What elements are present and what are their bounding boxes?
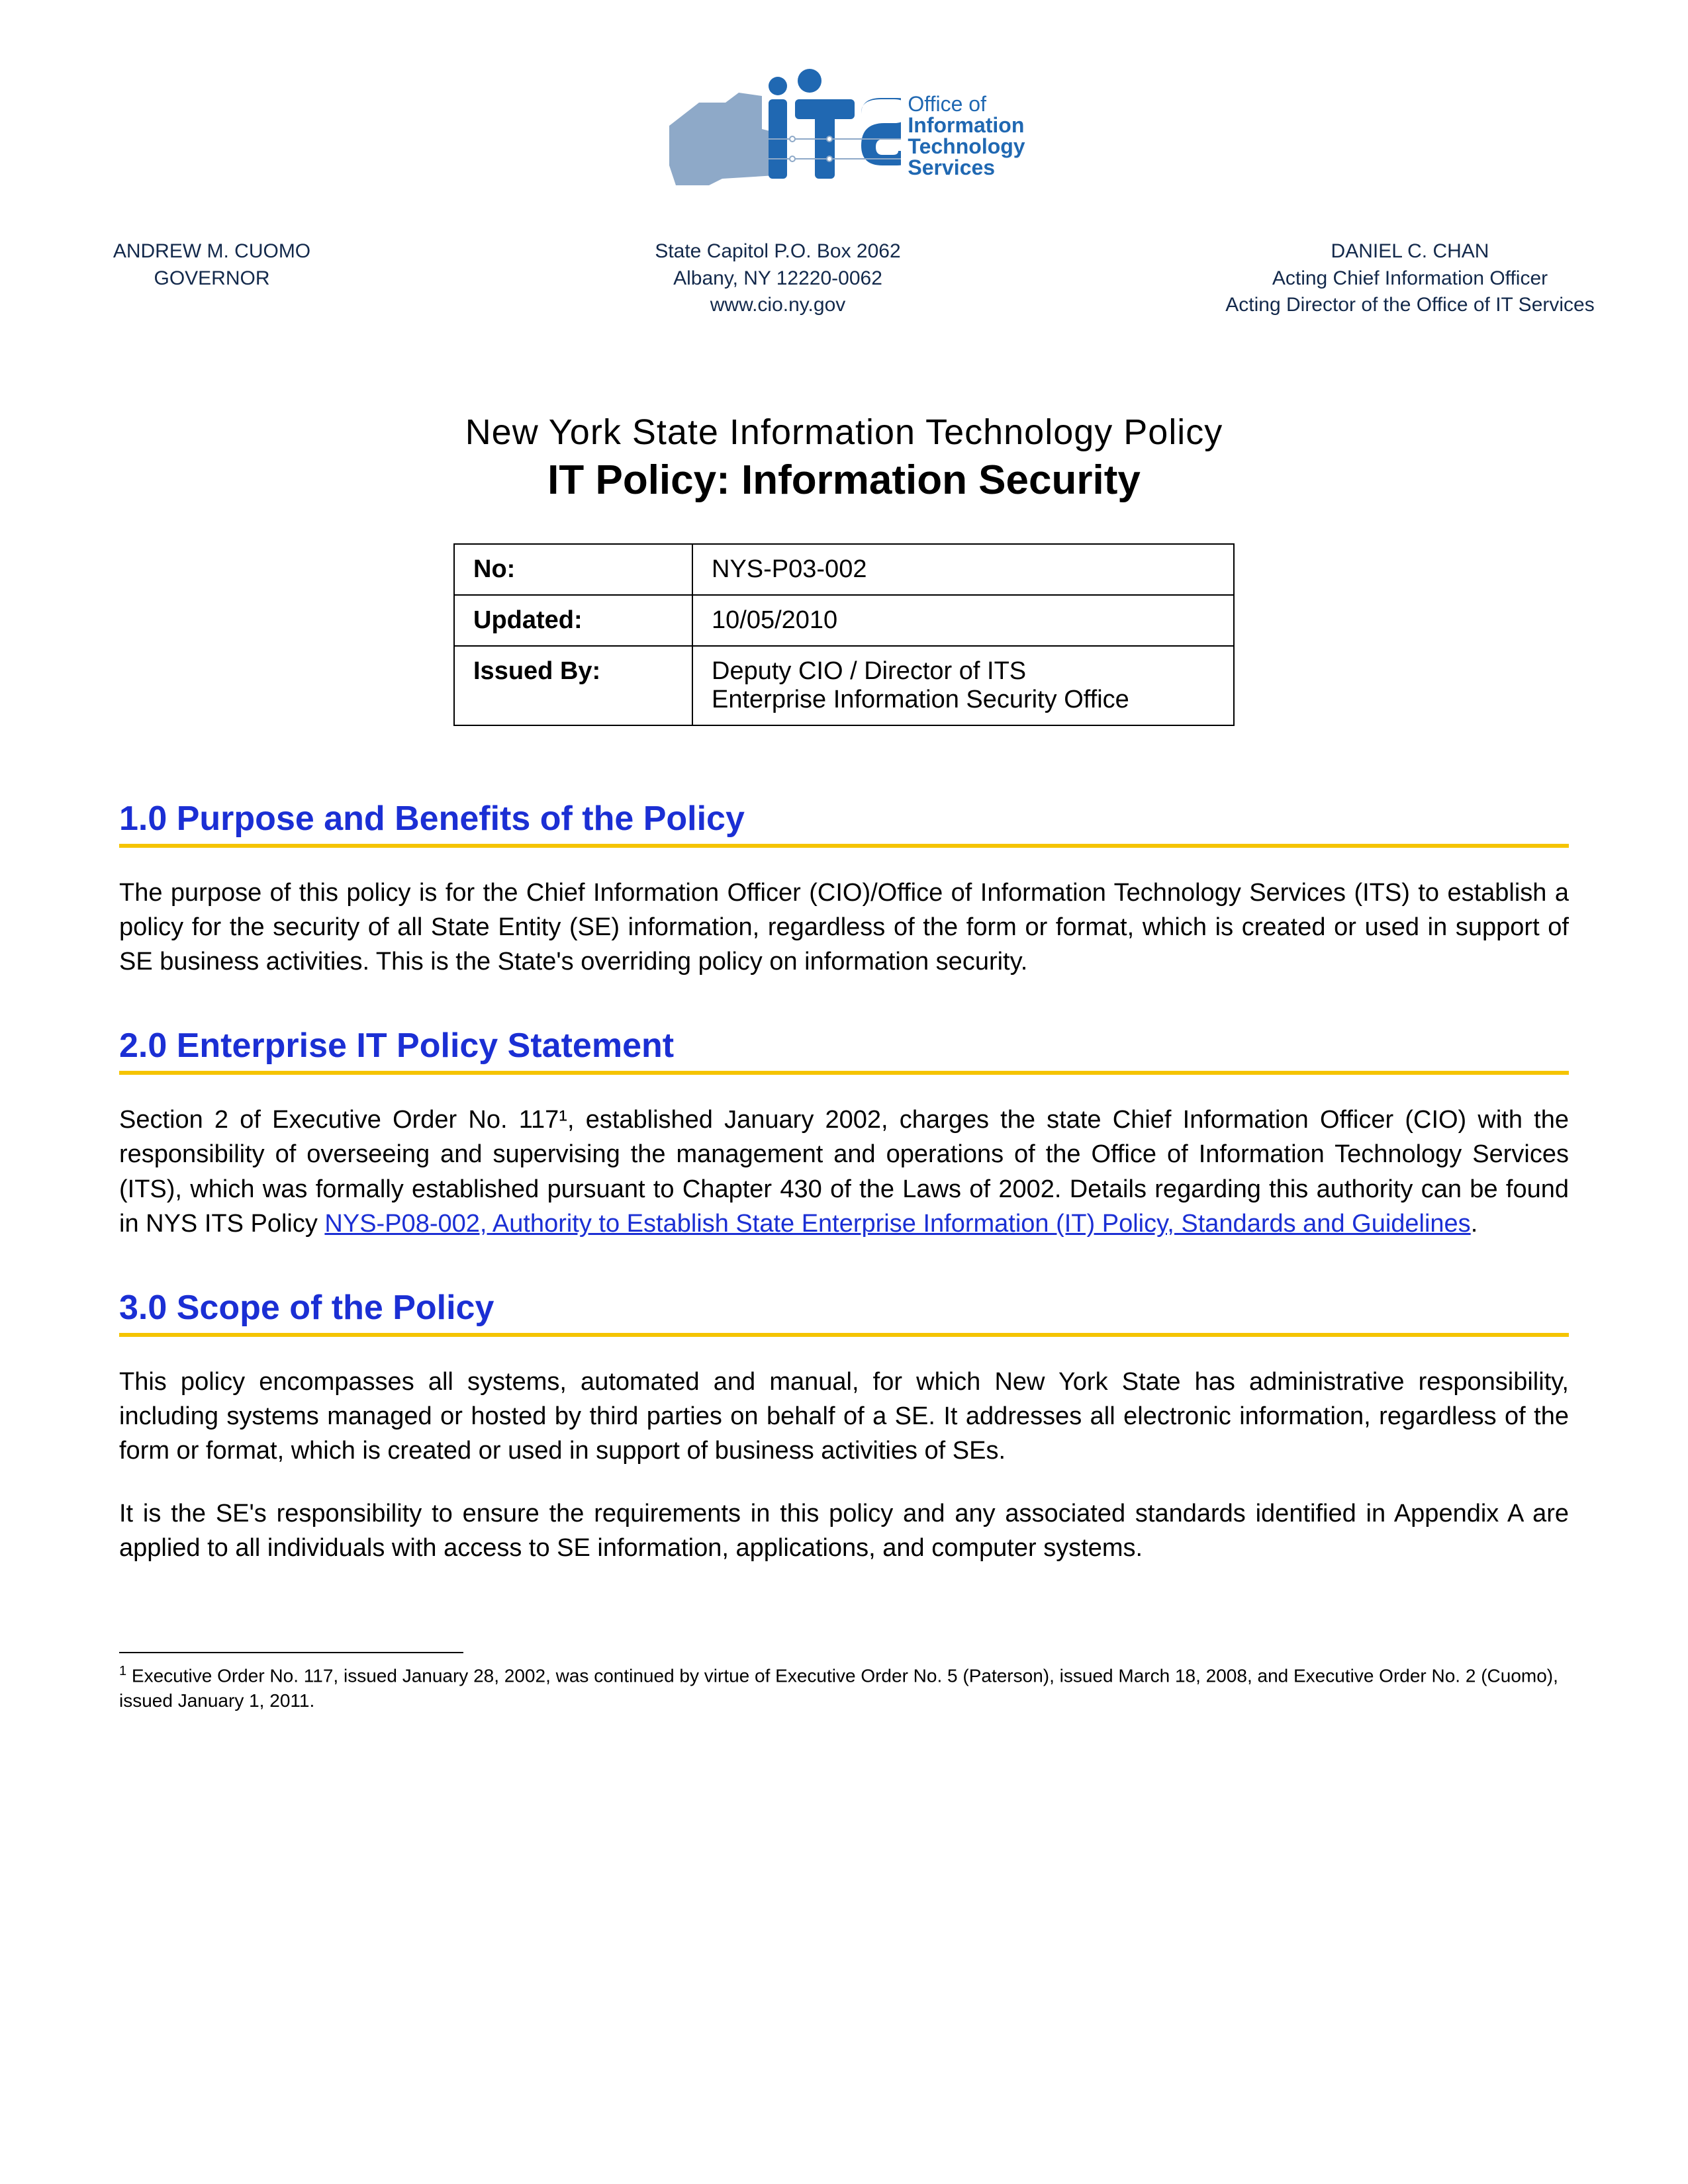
meta-label: No: bbox=[454, 544, 692, 595]
banner-left-name: ANDREW M. CUOMO bbox=[66, 238, 357, 265]
document-meta-table: No:NYS-P03-002Updated:10/05/2010Issued B… bbox=[453, 543, 1235, 726]
document-heading: New York State Information Technology Po… bbox=[348, 412, 1340, 504]
page-root: Office of Information Technology Service… bbox=[0, 0, 1688, 2184]
meta-label: Issued By: bbox=[454, 646, 692, 725]
logo-line-4: Services bbox=[908, 157, 1025, 178]
section: 3.0 Scope of the Policy This policy encom… bbox=[119, 1288, 1569, 1566]
document-title: IT Policy: Information Security bbox=[348, 457, 1340, 504]
banner-governor: ANDREW M. CUOMO GOVERNOR bbox=[40, 232, 384, 326]
paragraph: It is the SE's responsibility to ensure … bbox=[119, 1496, 1569, 1566]
banner-cio: DANIEL C. CHAN Acting Chief Information … bbox=[1172, 232, 1648, 326]
section: 1.0 Purpose and Benefits of the Policy Th… bbox=[119, 799, 1569, 979]
its-logo-text: Office of Information Technology Service… bbox=[908, 93, 1025, 178]
footnote-rule bbox=[119, 1652, 463, 1653]
banner-mid-2: Albany, NY 12220-0062 bbox=[606, 265, 950, 293]
its-logo: Office of Information Technology Service… bbox=[663, 66, 1025, 205]
logo-line-3: Technology bbox=[908, 136, 1025, 157]
banner-right-name: DANIEL C. CHAN bbox=[1198, 238, 1622, 265]
section-body: The purpose of this policy is for the Ch… bbox=[119, 876, 1569, 979]
banner-mid-1: State Capitol P.O. Box 2062 bbox=[606, 238, 950, 265]
section-heading: 1.0 Purpose and Benefits of the Policy bbox=[119, 799, 1569, 848]
banner-mid-3: www.cio.ny.gov bbox=[606, 292, 950, 319]
document-category: New York State Information Technology Po… bbox=[348, 412, 1340, 453]
meta-value: Deputy CIO / Director of ITSEnterprise I… bbox=[692, 646, 1234, 725]
document-body: 1.0 Purpose and Benefits of the Policy Th… bbox=[119, 799, 1569, 1566]
section-heading: 3.0 Scope of the Policy bbox=[119, 1288, 1569, 1337]
footnote-text: Executive Order No. 117, issued January … bbox=[119, 1665, 1558, 1711]
meta-row: No:NYS-P03-002 bbox=[454, 544, 1234, 595]
meta-row: Issued By:Deputy CIO / Director of ITSEn… bbox=[454, 646, 1234, 725]
logo-line-2: Information bbox=[908, 114, 1025, 136]
meta-row: Updated:10/05/2010 bbox=[454, 595, 1234, 646]
paragraph: The purpose of this policy is for the Ch… bbox=[119, 876, 1569, 979]
meta-value: 10/05/2010 bbox=[692, 595, 1234, 646]
its-logo-mark bbox=[663, 66, 901, 205]
logo-line-1: Office of bbox=[908, 93, 1025, 114]
banner-right-title1: Acting Chief Information Officer bbox=[1198, 265, 1622, 293]
meta-label: Updated: bbox=[454, 595, 692, 646]
footnote: 1 Executive Order No. 117, issued Januar… bbox=[119, 1662, 1569, 1713]
paragraph: This policy encompasses all systems, aut… bbox=[119, 1365, 1569, 1469]
banner-right-title2: Acting Director of the Office of IT Serv… bbox=[1198, 292, 1622, 319]
section-heading: 2.0 Enterprise IT Policy Statement bbox=[119, 1026, 1569, 1075]
meta-value: NYS-P03-002 bbox=[692, 544, 1234, 595]
banner-address: State Capitol P.O. Box 2062 Albany, NY 1… bbox=[579, 232, 976, 326]
section-body: This policy encompasses all systems, aut… bbox=[119, 1365, 1569, 1566]
paragraph: Section 2 of Executive Order No. 117¹, e… bbox=[119, 1103, 1569, 1242]
section: 2.0 Enterprise IT Policy Statement Sectio… bbox=[119, 1026, 1569, 1242]
footnote-marker: 1 bbox=[119, 1664, 126, 1678]
ref-link-nys-p08-002[interactable]: NYS-P08-002, Authority to Establish Stat… bbox=[324, 1210, 1470, 1238]
header-logo-wrap: Office of Information Technology Service… bbox=[119, 66, 1569, 205]
section-body: Section 2 of Executive Order No. 117¹, e… bbox=[119, 1103, 1569, 1242]
header-banner: ANDREW M. CUOMO GOVERNOR State Capitol P… bbox=[0, 232, 1688, 326]
banner-left-title: GOVERNOR bbox=[66, 265, 357, 293]
